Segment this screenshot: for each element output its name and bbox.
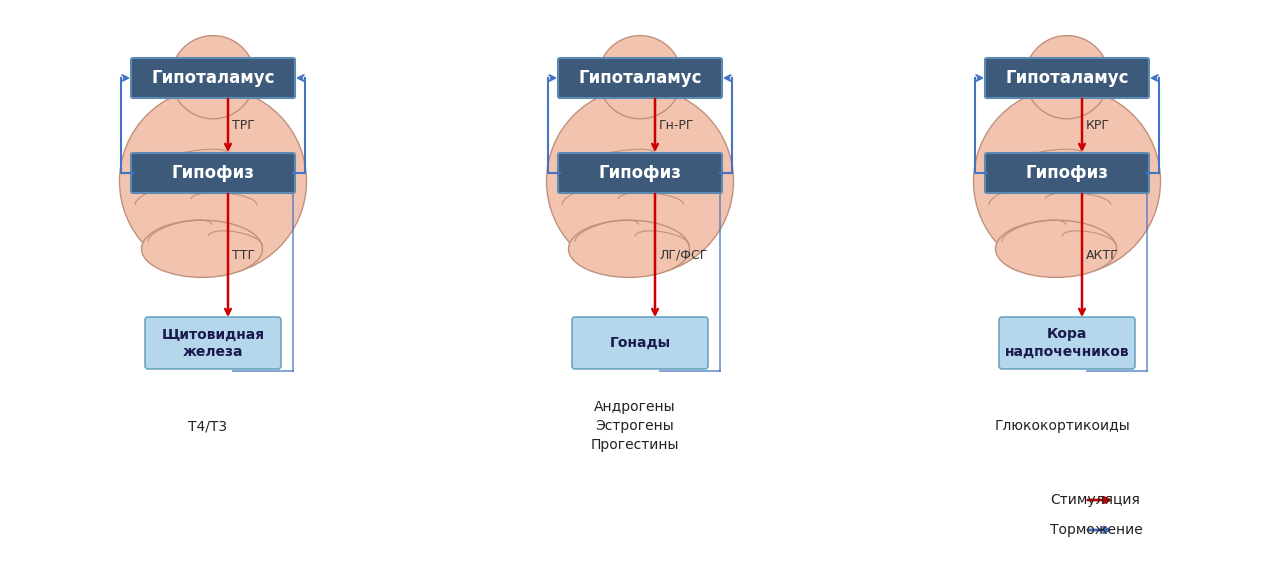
Ellipse shape <box>568 220 690 277</box>
Ellipse shape <box>1025 36 1108 119</box>
FancyBboxPatch shape <box>998 317 1135 369</box>
Text: Стимуляция: Стимуляция <box>1050 493 1140 507</box>
Text: АКТГ: АКТГ <box>1085 249 1119 262</box>
Text: Гипоталамус: Гипоталамус <box>151 69 275 87</box>
Ellipse shape <box>119 88 306 275</box>
FancyBboxPatch shape <box>131 58 294 98</box>
Text: Кора
надпочечников: Кора надпочечников <box>1005 327 1129 359</box>
Text: ТТГ: ТТГ <box>232 249 255 262</box>
Text: Гипоталамус: Гипоталамус <box>579 69 701 87</box>
Text: Гн-РГ: Гн-РГ <box>659 119 695 132</box>
Text: Т4/Т3: Т4/Т3 <box>188 419 228 433</box>
Text: Гипоталамус: Гипоталамус <box>1005 69 1129 87</box>
Text: Торможение: Торможение <box>1050 523 1143 537</box>
Ellipse shape <box>974 88 1161 275</box>
Ellipse shape <box>547 88 733 275</box>
FancyBboxPatch shape <box>558 58 722 98</box>
Text: Гипофиз: Гипофиз <box>1025 164 1108 182</box>
Text: КРГ: КРГ <box>1085 119 1110 132</box>
Text: ЛГ/ФСГ: ЛГ/ФСГ <box>659 249 708 262</box>
FancyBboxPatch shape <box>558 153 722 193</box>
FancyBboxPatch shape <box>572 317 708 369</box>
Text: Щитовидная
железа: Щитовидная железа <box>161 327 265 359</box>
Text: Андрогены
Эстрогены
Прогестины: Андрогены Эстрогены Прогестины <box>591 400 680 452</box>
FancyBboxPatch shape <box>145 317 282 369</box>
FancyBboxPatch shape <box>986 153 1149 193</box>
Text: Гипофиз: Гипофиз <box>599 164 681 182</box>
Ellipse shape <box>172 36 255 119</box>
FancyBboxPatch shape <box>131 153 294 193</box>
Ellipse shape <box>598 36 682 119</box>
Text: Гонады: Гонады <box>609 336 671 350</box>
Ellipse shape <box>142 220 262 277</box>
Text: Гипофиз: Гипофиз <box>172 164 255 182</box>
Text: Глюкокортикоиды: Глюкокортикоиды <box>995 419 1130 433</box>
Ellipse shape <box>996 220 1116 277</box>
Text: ТРГ: ТРГ <box>232 119 255 132</box>
FancyBboxPatch shape <box>986 58 1149 98</box>
